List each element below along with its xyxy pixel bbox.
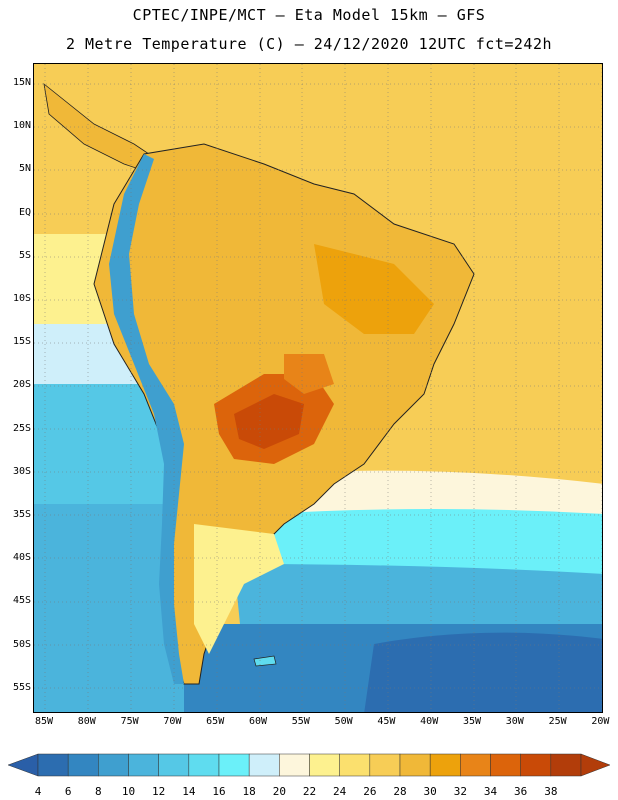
latitude-label: 55S xyxy=(12,681,31,693)
colorbar-cell xyxy=(520,753,552,777)
colorbar-cell xyxy=(429,753,461,777)
colorbar-tick-label: 10 xyxy=(121,785,136,798)
colorbar-cell xyxy=(309,753,340,777)
hot-zone-matogrosso xyxy=(284,354,334,394)
longitude-label: 25W xyxy=(548,716,567,727)
falkland-islands xyxy=(253,655,277,667)
colorbar-cell xyxy=(399,753,431,777)
colorbar-tick-label: 30 xyxy=(423,785,437,798)
warm-zone-northeast xyxy=(314,244,434,334)
latitude-label: 35S xyxy=(12,509,31,520)
latitude-label: 5S xyxy=(18,249,31,261)
temperature-map xyxy=(33,63,603,713)
colorbar-tick-label: 24 xyxy=(333,785,347,798)
latitude-label: 15N xyxy=(12,77,31,88)
colorbar-tick-label: 28 xyxy=(393,785,407,798)
colorbar-cell xyxy=(98,753,129,777)
colorbar-tick-label: 26 xyxy=(363,785,377,798)
colorbar-tick-label: 34 xyxy=(483,785,498,798)
colorbar-tick-label: 18 xyxy=(242,785,256,798)
latitude-label: 5N xyxy=(18,163,31,175)
colorbar-cell xyxy=(218,753,250,777)
colorbar-cell xyxy=(67,753,99,777)
colorbar-tick-label: 14 xyxy=(182,785,196,798)
latitude-label: 15S xyxy=(12,336,31,348)
latitude-label: 45S xyxy=(12,595,31,607)
colorbar-tick-label: 12 xyxy=(152,785,166,798)
longitude-label: 70W xyxy=(163,716,182,727)
colorbar-cell xyxy=(128,753,159,777)
latitude-label: 30S xyxy=(12,465,31,477)
colorbar-right-arrow xyxy=(580,753,611,777)
andes-cold-strip xyxy=(109,154,184,684)
longitude-label: 45W xyxy=(377,716,396,727)
colorbar-cell xyxy=(339,753,371,777)
longitude-label: 30W xyxy=(505,716,524,727)
latitude-label: 25S xyxy=(12,422,31,434)
colorbar-left-arrow xyxy=(7,753,39,777)
ocean-southern-coldest xyxy=(364,632,602,712)
longitude-label: 80W xyxy=(77,716,96,727)
longitude-label: 50W xyxy=(334,716,353,727)
latitude-label: 20S xyxy=(12,379,31,391)
colorbar-tick-label: 6 xyxy=(64,785,72,798)
graticule xyxy=(34,64,602,712)
colorbar-cell xyxy=(279,753,310,777)
patagonia-mild xyxy=(194,524,284,654)
chart-title-line2: 2 Metre Temperature (C) – 24/12/2020 12U… xyxy=(65,35,553,53)
latitude-label: 10N xyxy=(12,120,31,132)
hottest-zone xyxy=(234,394,304,449)
longitude-label: 75W xyxy=(120,716,139,727)
map-svg xyxy=(34,64,602,712)
latitude-label: 40S xyxy=(12,552,31,564)
colorbar-cell xyxy=(460,753,491,777)
longitude-label: 35W xyxy=(462,716,482,727)
colorbar-tick-label: 20 xyxy=(272,785,286,798)
colorbar xyxy=(7,753,611,777)
longitude-label: 55W xyxy=(291,716,310,727)
longitude-label: 85W xyxy=(34,716,54,727)
colorbar-cell xyxy=(369,753,401,777)
colorbar-cell xyxy=(188,753,220,777)
colorbar-tick-label: 36 xyxy=(514,785,528,798)
colorbar-tick-label: 4 xyxy=(34,785,42,798)
latitude-label: EQ xyxy=(18,206,31,218)
longitude-label: 65W xyxy=(206,716,225,727)
longitude-label: 40W xyxy=(420,716,439,727)
latitude-label: 50S xyxy=(12,638,31,650)
colorbar-cell xyxy=(37,753,69,777)
colorbar-tick-label: 38 xyxy=(544,785,558,798)
colorbar-tick-label: 32 xyxy=(453,785,467,798)
longitude-label: 60W xyxy=(248,716,268,727)
longitude-label: 20W xyxy=(591,716,610,727)
colorbar-cell xyxy=(248,753,280,777)
colorbar-tick-label: 8 xyxy=(95,785,102,798)
colorbar-cell xyxy=(550,753,582,777)
colorbar-cell xyxy=(490,753,521,777)
colorbar-cell xyxy=(158,753,190,777)
colorbar-tick-label: 16 xyxy=(212,785,226,798)
latitude-label: 10S xyxy=(12,293,31,304)
chart-title-line1: CPTEC/INPE/MCT – Eta Model 15km – GFS xyxy=(132,6,486,24)
ocean-pacific-colder xyxy=(34,504,184,712)
colorbar-tick-label: 22 xyxy=(302,785,317,798)
